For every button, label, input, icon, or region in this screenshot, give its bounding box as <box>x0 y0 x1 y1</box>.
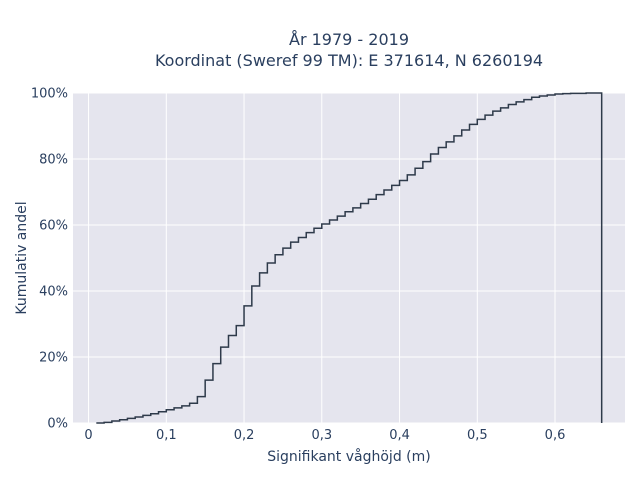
x-axis-title: Signifikant våghöjd (m) <box>267 448 430 465</box>
y-tick-label: 20% <box>39 351 68 366</box>
y-gridlines <box>73 92 625 424</box>
x-tick-labels: 0 0,1 0,2 0,3 0,4 0,5 0,6 <box>84 428 565 443</box>
cdf-step-line <box>96 92 603 424</box>
chart-title-line-1: År 1979 - 2019 <box>289 30 409 49</box>
y-tick-label: 100% <box>31 87 68 102</box>
x-tick-label: 0,5 <box>467 428 488 443</box>
x-gridlines <box>88 93 556 423</box>
x-tick-label: 0,1 <box>156 428 177 443</box>
plot-area <box>73 93 625 423</box>
y-tick-label: 80% <box>39 153 68 168</box>
x-tick-label: 0,6 <box>545 428 566 443</box>
x-tick-label: 0,2 <box>234 428 255 443</box>
x-tick-label: 0,3 <box>311 428 332 443</box>
x-tick-label: 0 <box>84 428 92 443</box>
chart-title-line-2: Koordinat (Sweref 99 TM): E 371614, N 62… <box>155 51 543 70</box>
y-tick-label: 60% <box>39 219 68 234</box>
y-tick-labels: 0% 20% 40% 60% 80% 100% <box>31 87 68 432</box>
y-tick-label: 0% <box>47 417 68 432</box>
x-tick-label: 0,4 <box>389 428 410 443</box>
y-tick-label: 40% <box>39 285 68 300</box>
y-axis-title: Kumulativ andel <box>14 201 30 314</box>
